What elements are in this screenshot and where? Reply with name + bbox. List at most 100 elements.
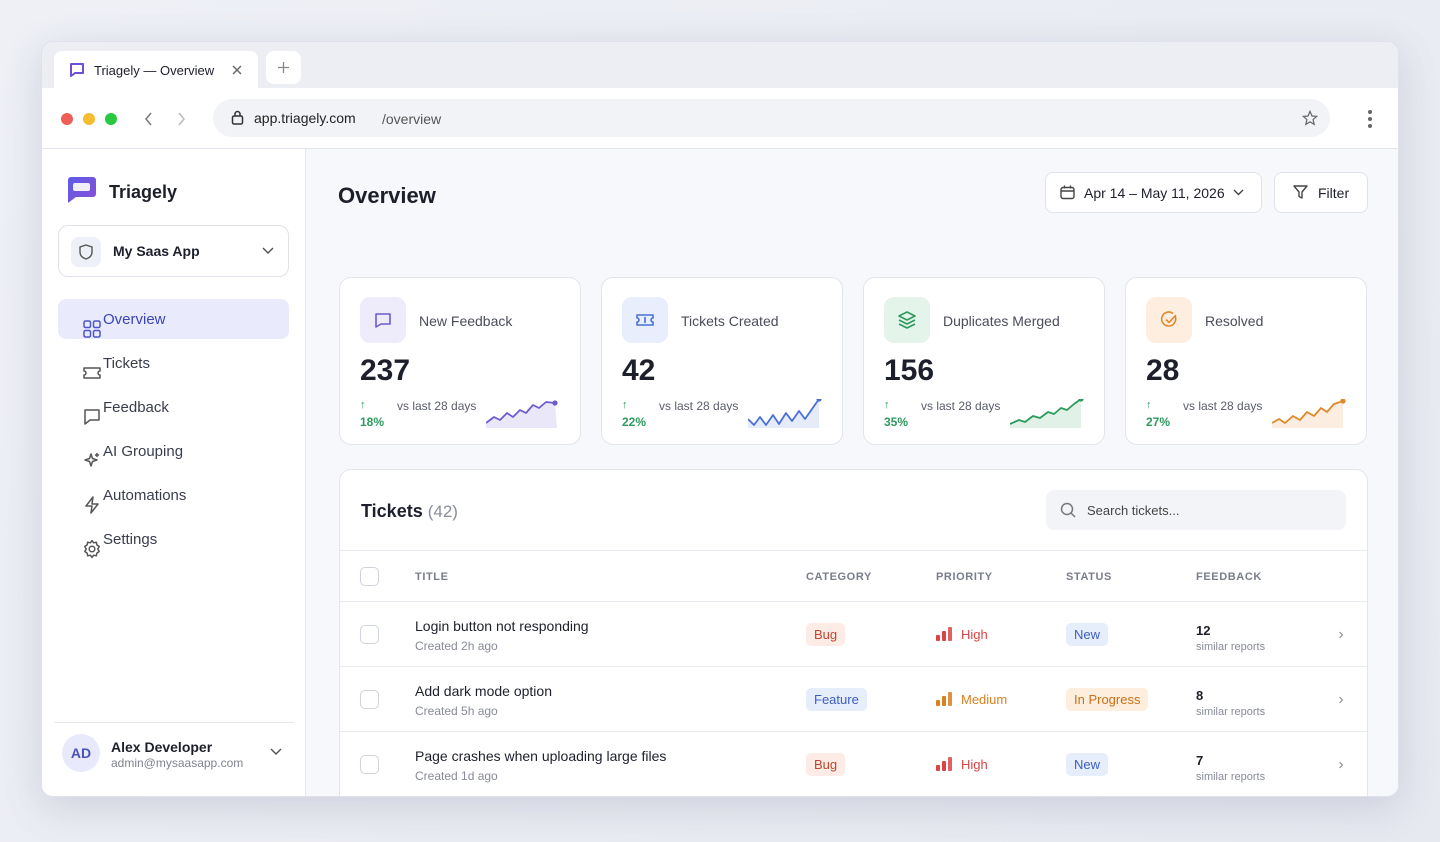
stat-comparison: vs last 28 days: [1183, 399, 1263, 413]
stat-icon: [1146, 297, 1192, 343]
select-all-checkbox[interactable]: [360, 567, 379, 586]
ticket-title: Login button not responding: [415, 618, 589, 634]
ticket-row[interactable]: Page crashes when uploading large files C…: [340, 731, 1367, 796]
priority-label: High: [961, 757, 988, 772]
browser-window: Triagely — Overview app.triagely.com /ov…: [41, 41, 1399, 797]
row-checkbox[interactable]: [360, 690, 379, 709]
column-header: FEEDBACK: [1196, 571, 1262, 583]
stat-value: 28: [1146, 354, 1180, 387]
tab-bar: Triagely — Overview: [42, 42, 1398, 88]
tab[interactable]: Triagely — Overview: [54, 51, 258, 88]
url-bar[interactable]: app.triagely.com /overview: [213, 99, 1330, 137]
stat-icon: [360, 297, 406, 343]
nav-label: Settings: [103, 530, 158, 548]
icon: [897, 310, 917, 335]
stat-card: Resolved 28 ↑ 27% vs last 28 days: [1125, 277, 1367, 445]
sparkline: [486, 400, 558, 428]
nav-item[interactable]: AI Grouping: [58, 431, 289, 471]
row-checkbox[interactable]: [360, 625, 379, 644]
feedback-label: similar reports: [1196, 771, 1266, 783]
row-checkbox[interactable]: [360, 755, 379, 774]
url-domain: app.triagely.com: [254, 110, 356, 126]
page-title: Overview: [338, 183, 436, 208]
user-name: Alex Developer: [111, 739, 213, 755]
priority-label: Medium: [961, 692, 1008, 707]
feedback-count: 7: [1196, 753, 1204, 768]
icon: [1159, 310, 1179, 335]
nav-label: Tickets: [103, 354, 150, 372]
stat-label: Resolved: [1205, 313, 1264, 329]
trend-arrow: ↑: [884, 399, 890, 411]
url-path: /overview: [382, 111, 442, 127]
main-content: Overview Apr 14 – May 11, 2026 Filter Ne…: [306, 149, 1398, 797]
stat-label: New Feedback: [419, 313, 513, 329]
nav-item[interactable]: Feedback: [58, 387, 289, 427]
nav-item[interactable]: Automations: [58, 475, 289, 515]
column-header: TITLE: [415, 571, 449, 583]
stat-icon: [622, 297, 668, 343]
feedback-label: similar reports: [1196, 641, 1266, 653]
ticket-created: Created 1d ago: [415, 769, 498, 783]
category-badge: Bug: [806, 623, 846, 646]
sparkline: [1272, 399, 1346, 428]
date-range-picker[interactable]: Apr 14 – May 11, 2026: [1045, 172, 1262, 213]
status-badge: In Progress: [1066, 688, 1149, 711]
new-tab-button[interactable]: [266, 51, 301, 84]
nav-label: AI Grouping: [103, 442, 184, 460]
workspace-switcher[interactable]: My Saas App: [58, 225, 289, 277]
brand-name: Triagely: [109, 182, 178, 202]
date-range: Apr 14 – May 11, 2026: [1084, 185, 1225, 201]
priority-icon: [936, 692, 952, 706]
stat-change: 22%: [622, 415, 647, 429]
ticket-created: Created 5h ago: [415, 704, 498, 718]
filter-label: Filter: [1318, 185, 1350, 201]
stat-value: 237: [360, 354, 411, 387]
icon: [1338, 629, 1348, 647]
ticket-search[interactable]: Search tickets...: [1046, 490, 1346, 530]
stat-value: 156: [884, 354, 935, 387]
stat-value: 42: [622, 354, 656, 387]
stat-card: Tickets Created 42 ↑ 22% vs last 28 days: [601, 277, 843, 445]
icon: [635, 310, 655, 335]
priority-label: High: [961, 627, 988, 642]
status-badge: New: [1066, 753, 1109, 776]
trend-arrow: ↑: [360, 399, 366, 411]
stat-card: Duplicates Merged 156 ↑ 35% vs last 28 days: [863, 277, 1105, 445]
stat-label: Duplicates Merged: [943, 313, 1060, 329]
tickets-card: Tickets (42) Search tickets... TITLE CATE…: [339, 469, 1368, 797]
workspace-name: My Saas App: [113, 243, 200, 259]
priority-icon: [936, 627, 952, 641]
nav-label: Automations: [103, 486, 187, 504]
stat-icon: [884, 297, 930, 343]
ticket-title: Add dark mode option: [415, 683, 552, 699]
tickets-title: Tickets: [361, 501, 423, 521]
trend-arrow: ↑: [622, 399, 628, 411]
status-badge: New: [1066, 623, 1109, 646]
column-header: STATUS: [1066, 571, 1112, 583]
user-avatar: AD: [62, 734, 100, 772]
sidebar: Triagely My Saas App Overview Tickets Feed…: [42, 149, 306, 796]
sparkline: [1010, 399, 1084, 428]
stat-comparison: vs last 28 days: [397, 399, 477, 413]
nav-label: Overview: [103, 310, 166, 328]
ticket-row[interactable]: Export data as CSVCreated 1d agoFeatureL…: [340, 796, 1368, 797]
nav-item[interactable]: Overview: [58, 299, 289, 339]
ticket-row[interactable]: Add dark mode option Created 5h ago Featur…: [340, 666, 1367, 731]
feedback-label: similar reports: [1196, 706, 1266, 718]
nav-item[interactable]: Settings: [58, 519, 289, 559]
nav-item[interactable]: Tickets: [58, 343, 289, 383]
icon: [1338, 694, 1348, 712]
stat-change: 18%: [360, 415, 385, 429]
category-badge: Bug: [806, 753, 846, 776]
user-menu[interactable]: [270, 748, 282, 756]
ticket-row[interactable]: Login button not responding Created 2h ag…: [340, 601, 1367, 666]
user-email: admin@mysaasapp.com: [111, 756, 244, 770]
stat-card: New Feedback 237 ↑ 18% vs last 28 days: [339, 277, 581, 445]
category-badge: Feature: [806, 688, 867, 711]
address-row: app.triagely.com /overview: [42, 88, 1398, 149]
stat-label: Tickets Created: [681, 313, 779, 329]
stat-change: 27%: [1146, 415, 1171, 429]
stat-comparison: vs last 28 days: [659, 399, 739, 413]
column-header: CATEGORY: [806, 571, 872, 583]
filter-button[interactable]: Filter: [1274, 172, 1368, 213]
